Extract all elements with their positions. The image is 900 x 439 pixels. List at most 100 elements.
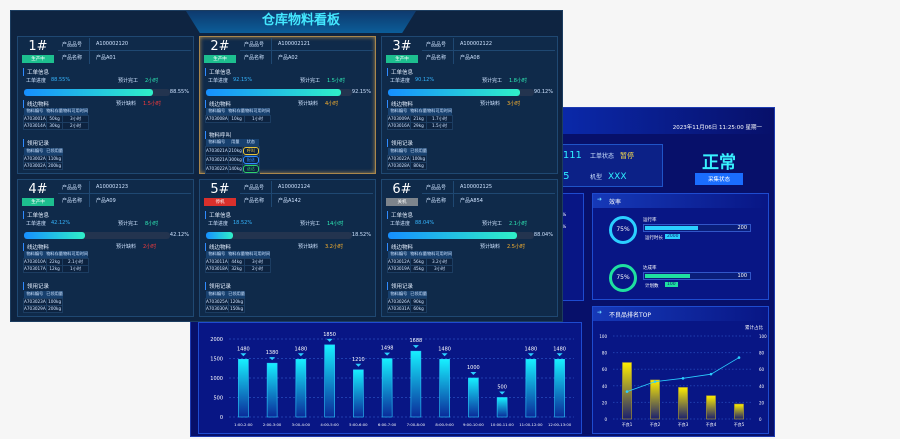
- collection-status-label: 采集状态: [695, 173, 743, 185]
- table-cell: A703023A: [23, 297, 47, 306]
- section-line-material: 线边物料: [205, 100, 231, 108]
- order-status-label: 工单状态: [590, 153, 615, 160]
- gauge-bar-value: 100: [737, 273, 747, 279]
- table-cell: 2小时: [244, 264, 271, 273]
- y-tick-label: 20: [602, 400, 608, 405]
- station-card[interactable]: 6# 关机 产品品号 A100002125 产品名称 产品A854 工单信息 工单进度 8…: [381, 179, 558, 317]
- line-point: [625, 390, 629, 393]
- y2-tick-label: 80: [759, 351, 765, 356]
- table-row: A703016A 29kg 1.5小时: [387, 121, 453, 130]
- table-cell: A703018A: [205, 264, 229, 273]
- bar-data-label: 1480: [525, 346, 538, 352]
- product-info: 产品品号 A100002121 产品名称 产品A02: [240, 38, 373, 64]
- station-number: 4#: [28, 182, 48, 197]
- gauge-label: 运行率: [643, 218, 657, 223]
- station-status: 停机: [204, 198, 236, 206]
- y-tick-label: 40: [602, 384, 608, 389]
- gauge-label: 达成率: [643, 266, 657, 271]
- column-header: 已领用量: [46, 291, 63, 298]
- column-header: 物料存量: [410, 108, 427, 115]
- bar-data-label: 1498: [381, 346, 394, 352]
- table-cell: A703016A: [387, 121, 411, 130]
- table-cell: 21kg: [409, 114, 428, 123]
- section-order-info: 工单信息: [205, 211, 231, 219]
- station-badge: 4# 生产中: [22, 182, 54, 208]
- progress-label: 工单进度: [208, 221, 229, 227]
- table-cell: 3小时: [426, 264, 453, 273]
- defect-pareto-chart: 累计占比 0 0 20 20 40 40 60 60 80 80 100 100 不良1 不良2 不良3 不良4…: [599, 324, 767, 427]
- hourly-output-chart: 0 500 1000 1500 2000 1480 1:00-2:00 1380 2:00-3:…: [210, 332, 574, 427]
- station-card[interactable]: 1# 生产中 产品品号 A100002120 产品名称 产品A01 工单信息 工单进度 8…: [17, 36, 194, 174]
- column-header: 物料存量: [410, 251, 427, 258]
- station-badge: 5# 停机: [204, 182, 236, 208]
- product-name-label: 产品名称: [422, 51, 454, 64]
- bar-marker: [240, 353, 247, 357]
- gauge-bar-value: 200: [737, 225, 747, 231]
- cumulative-line: [626, 357, 740, 392]
- table-cell: A703021A: [205, 154, 229, 165]
- section-usage: 领用记录: [387, 282, 413, 290]
- station-card[interactable]: 3# 生产中 产品品号 A100002122 产品名称 产品A08 工单信息 工单进度 9…: [381, 36, 558, 174]
- column-header: 物料编号: [23, 251, 47, 258]
- product-name-value: 产品A08: [460, 55, 480, 61]
- table-cell: 50kg: [45, 114, 64, 123]
- table-cell: 60kg: [409, 304, 428, 313]
- column-header: 物料编号: [387, 108, 411, 115]
- station-status: 生产中: [22, 198, 54, 206]
- progress-bar: [388, 89, 534, 96]
- bar: [734, 403, 744, 420]
- bar-marker: [527, 353, 534, 357]
- bar-marker: [441, 353, 448, 357]
- station-card[interactable]: 2# 生产中 产品品号 A100002121 产品名称 产品A02 工单信息 工单进度 9…: [199, 36, 376, 174]
- table-row: A703017A 12kg 1小时: [23, 264, 89, 273]
- bar-data-label: 1480: [295, 346, 308, 352]
- bar-marker: [269, 357, 276, 361]
- section-usage: 领用记录: [205, 282, 231, 290]
- hourly-output-panel: 0 500 1000 1500 2000 1480 1:00-2:00 1380 2:00-3:…: [198, 322, 582, 434]
- progress-bar-text: 88.55%: [169, 89, 189, 95]
- usage-table: 物料编号 已领用量 A703026A 90kg A703031A 60kg: [387, 291, 428, 313]
- progress-bar: [388, 232, 534, 239]
- table-cell: 30kg: [45, 121, 64, 130]
- table-cell: A703030A: [205, 304, 229, 313]
- x-tick-label: 8:00-9:00: [435, 422, 454, 427]
- section-line-material: 线边物料: [387, 243, 413, 251]
- table-cell: 150kg: [227, 304, 246, 313]
- station-card[interactable]: 4# 生产中 产品品号 A100002123 产品名称 产品A09 工单信息 工单进度 4…: [17, 179, 194, 317]
- call-state-badge: 呼叫: [242, 146, 259, 155]
- table-cell: A703008A: [205, 114, 229, 123]
- product-info: 产品品号 A100002120 产品名称 产品A01: [58, 38, 191, 64]
- station-card[interactable]: 5# 停机 产品品号 A100002124 产品名称 产品A142 工单信息 工单进度 1…: [199, 179, 376, 317]
- line-point: [681, 377, 685, 380]
- table-row: A703010A 22kg 2.1小时: [23, 257, 89, 266]
- shortage-value: 2.5小时: [507, 244, 525, 250]
- eta-value: 14小时: [327, 221, 344, 227]
- product-no-value: A100002124: [278, 184, 311, 190]
- section-order-info: 工单信息: [23, 68, 49, 76]
- progress-bar: [24, 89, 170, 96]
- shortage-label: 预计缺料: [480, 244, 501, 250]
- product-name-value: 产品A01: [96, 55, 116, 61]
- column-header: 物料编号: [387, 291, 411, 298]
- column-header: 物料可用时间: [244, 108, 271, 115]
- column-header: 物料存量: [228, 251, 245, 258]
- shortage-label: 预计缺料: [116, 244, 137, 250]
- table-cell: A703019A: [387, 264, 411, 273]
- bar-marker: [326, 338, 333, 342]
- line-point: [653, 380, 657, 383]
- y2-tick-label: 60: [759, 367, 765, 372]
- call-state-badge: 送达: [242, 164, 259, 173]
- table-row: A703008A 10kg 1小时: [205, 114, 271, 123]
- partial-value: %: [562, 213, 567, 218]
- x-tick-label: 5:00-6:00: [349, 422, 368, 427]
- table-cell: A703028A: [387, 161, 411, 170]
- line-table: 物料编号 物料存量 物料可用时间 A703009A 21kg 1.7小时 A703016A 2…: [387, 108, 453, 130]
- board-title: 仓库物料看板: [186, 11, 416, 33]
- bar-marker: [556, 353, 563, 357]
- table-cell: 22kg: [45, 257, 64, 266]
- column-header: 物料编号: [205, 291, 229, 298]
- shortage-row: 预计缺料 2小时: [116, 243, 187, 250]
- table-cell: 44kg: [227, 257, 246, 266]
- warehouse-board: 仓库物料看板 1# 生产中 产品品号 A100002120 产品名称 产品A01 工单信…: [10, 10, 563, 322]
